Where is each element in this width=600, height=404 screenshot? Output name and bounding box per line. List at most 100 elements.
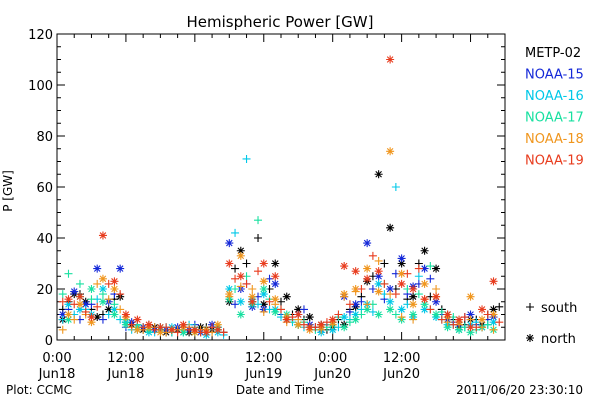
- south-point: [483, 310, 492, 319]
- north-point: [420, 264, 429, 273]
- legend-entry: METP-02: [525, 46, 581, 61]
- north-point: [190, 325, 199, 334]
- north-point: [420, 279, 429, 288]
- north-point: [98, 274, 107, 283]
- north-point: [64, 310, 73, 319]
- south-point: [426, 305, 435, 314]
- south-point: [363, 300, 372, 309]
- south-point: [75, 279, 84, 288]
- north-point: [225, 259, 234, 268]
- south-point: [380, 259, 389, 268]
- north-point: [351, 267, 360, 276]
- south-point: [345, 300, 354, 309]
- south-point: [414, 290, 423, 299]
- north-point: [248, 292, 257, 301]
- y-tick-label: 60: [36, 181, 53, 196]
- north-point: [340, 313, 349, 322]
- south-point: [93, 279, 102, 288]
- south-point: [231, 264, 240, 273]
- north-point: [420, 300, 429, 309]
- y-tick-label: 120: [28, 28, 53, 43]
- south-point: [466, 315, 475, 324]
- north-point: [363, 239, 372, 248]
- north-point: [363, 274, 372, 283]
- north-point: [420, 305, 429, 314]
- south-point: [489, 325, 498, 334]
- y-tick-label: 0: [45, 334, 53, 349]
- south-point: [426, 262, 435, 271]
- north-point: [271, 307, 280, 316]
- south-point: [254, 216, 263, 225]
- north-point: [133, 315, 142, 324]
- north-point: [179, 320, 188, 329]
- north-point: [87, 313, 96, 322]
- chart-title: Hemispheric Power [GW]: [187, 13, 374, 31]
- north-point: [409, 310, 418, 319]
- south-point: [368, 251, 377, 260]
- south-point: [70, 300, 79, 309]
- north-point: [397, 305, 406, 314]
- x-tick-label-date: Jun19: [244, 367, 282, 382]
- south-point: [98, 290, 107, 299]
- north-point: [374, 310, 383, 319]
- north-point: [98, 285, 107, 293]
- x-tick-label-date: Jun20: [382, 367, 420, 382]
- north-point: [294, 310, 303, 319]
- north-point: [351, 310, 360, 319]
- north-point: [397, 259, 406, 268]
- north-point: [75, 300, 84, 309]
- north-point: [58, 310, 67, 319]
- x-tick-label-time: 12:00: [383, 351, 420, 366]
- north-point: [110, 285, 119, 293]
- north-point: [225, 239, 234, 248]
- south-point: [403, 269, 412, 278]
- south-point: [81, 307, 90, 316]
- south-point: [58, 290, 67, 299]
- south-point: [104, 295, 113, 304]
- north-point: [443, 310, 452, 319]
- north-point: [225, 290, 234, 299]
- north-point: [121, 310, 130, 319]
- south-point: [116, 290, 125, 299]
- north-point: [202, 328, 211, 337]
- north-point: [340, 323, 349, 332]
- legend-entry: NOAA-16: [525, 89, 584, 104]
- north-point: [110, 305, 119, 314]
- north-point: [87, 285, 96, 293]
- north-point: [259, 290, 268, 299]
- marker-legend-symbol: [526, 334, 534, 342]
- north-point: [386, 147, 395, 156]
- north-point: [340, 262, 349, 271]
- plot-timestamp: 2011/06/20 23:30:10: [456, 383, 583, 397]
- north-point: [363, 305, 372, 314]
- north-point: [305, 313, 314, 322]
- north-point: [236, 310, 245, 319]
- north-point: [443, 323, 452, 332]
- south-point: [236, 282, 245, 291]
- south-point: [254, 234, 263, 242]
- north-point: [93, 264, 102, 273]
- y-tick-label: 40: [36, 232, 53, 247]
- south-point: [248, 285, 257, 293]
- north-point: [374, 267, 383, 276]
- north-point: [374, 287, 383, 296]
- north-point: [432, 310, 441, 319]
- north-point: [294, 305, 303, 314]
- y-tick-label: 80: [36, 130, 53, 145]
- south-point: [380, 279, 389, 288]
- north-point: [420, 246, 429, 255]
- north-point: [466, 328, 475, 337]
- south-point: [231, 228, 240, 237]
- y-axis-label: P [GW]: [1, 170, 15, 212]
- north-point: [121, 320, 130, 329]
- north-point: [282, 315, 291, 324]
- south-point: [432, 285, 441, 293]
- north-point: [64, 300, 73, 309]
- north-point: [328, 315, 337, 324]
- north-point: [271, 272, 280, 281]
- north-point: [248, 297, 257, 306]
- south-point: [87, 295, 96, 304]
- south-point: [426, 274, 435, 283]
